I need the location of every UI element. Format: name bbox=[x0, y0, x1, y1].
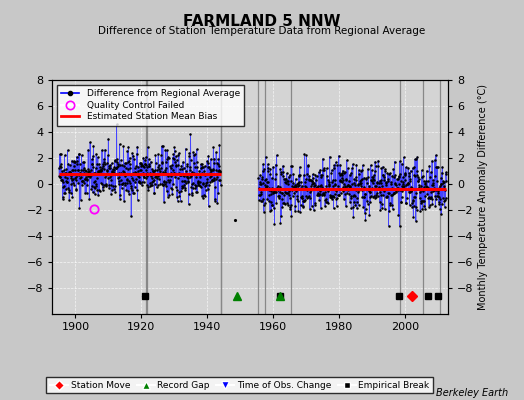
Text: Difference of Station Temperature Data from Regional Average: Difference of Station Temperature Data f… bbox=[99, 26, 425, 36]
Legend: Station Move, Record Gap, Time of Obs. Change, Empirical Break: Station Move, Record Gap, Time of Obs. C… bbox=[47, 377, 433, 394]
Text: Berkeley Earth: Berkeley Earth bbox=[436, 388, 508, 398]
Y-axis label: Monthly Temperature Anomaly Difference (°C): Monthly Temperature Anomaly Difference (… bbox=[478, 84, 488, 310]
Legend: Difference from Regional Average, Quality Control Failed, Estimated Station Mean: Difference from Regional Average, Qualit… bbox=[57, 84, 245, 126]
Text: FARMLAND 5 NNW: FARMLAND 5 NNW bbox=[183, 14, 341, 29]
